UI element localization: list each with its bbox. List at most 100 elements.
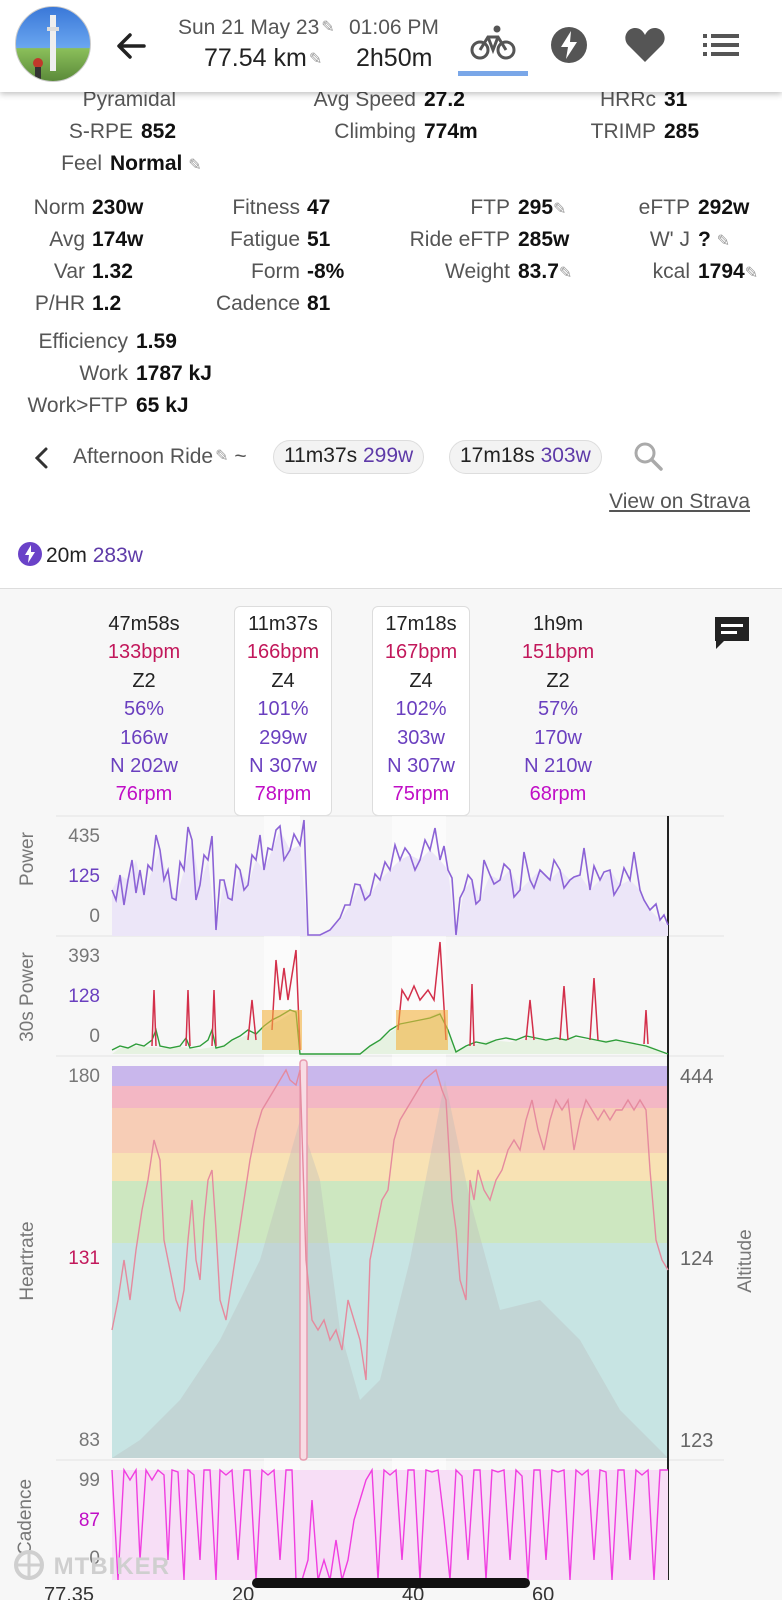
fitness-label: Fitness (232, 196, 300, 219)
edit-pencil-icon[interactable]: ✎ (744, 265, 759, 282)
segment-highlight-box (234, 606, 332, 816)
kcal-label: kcal (652, 260, 690, 283)
segment-np: N 210w (524, 755, 592, 778)
best-effort[interactable]: 20m 283w (18, 542, 143, 568)
norm-value: 230w (92, 196, 144, 219)
efficiency-value: 1.59 (136, 330, 177, 353)
eftp-value: 292w (698, 196, 750, 219)
segment-rpm: 78rpm (254, 783, 312, 806)
power30-zone-fill (262, 1010, 448, 1050)
top-bar: Sun 21 May 23 ✎ 01:06 PM 77.54 km ✎ 2h50m (0, 0, 782, 92)
segment-hr: 167bpm (384, 641, 458, 664)
power-min-tick: 0 (89, 906, 100, 927)
trimp-value: 285 (664, 120, 700, 143)
tab-list[interactable] (686, 14, 756, 76)
segment-duration: 11m37s (248, 613, 318, 635)
wj-value[interactable]: ? ✎ (698, 228, 731, 251)
cadence-label: Cadence (215, 292, 300, 315)
segment-hr: 166bpm (246, 641, 320, 664)
segment-column[interactable]: 11m37s 166bpm Z4 101% 299w N 307w 78rpm (233, 610, 333, 809)
segment-highlight-box (372, 606, 470, 816)
edit-pencil-icon[interactable]: ✎ (188, 157, 202, 174)
altitude-max-tick: 444 (680, 1066, 714, 1088)
search-icon[interactable] (632, 440, 664, 472)
avg-speed-label: Avg Speed (313, 88, 416, 111)
tab-ride[interactable] (458, 14, 528, 76)
hrrc-value: 31 (664, 88, 688, 111)
kcal-value[interactable]: 1794✎ (698, 260, 759, 283)
view-on-strava-link[interactable]: View on Strava (609, 490, 750, 513)
segment-pct: 101% (257, 698, 309, 721)
segment-np: N 202w (110, 755, 178, 778)
bicycle-icon (470, 25, 516, 59)
climbing-label: Climbing (334, 120, 416, 143)
power-mid-tick: 125 (68, 866, 100, 887)
ftp-value[interactable]: 295✎ (518, 196, 567, 219)
weight-value[interactable]: 83.7✎ (518, 260, 573, 283)
home-indicator[interactable] (252, 1578, 530, 1588)
segment-watts: 166w (120, 726, 168, 749)
segment-zone: Z4 (409, 669, 433, 692)
form-label: Form (251, 260, 300, 283)
edit-pencil-icon[interactable]: ✎ (308, 51, 323, 68)
chevron-left-icon[interactable] (28, 444, 56, 472)
altitude-area (112, 1080, 668, 1458)
segment-rpm: 68rpm (529, 783, 587, 806)
segment-column[interactable]: 47m58s 133bpm Z2 56% 166w N 202w 76rpm (94, 610, 194, 809)
hr-mid-tick: 131 (68, 1248, 100, 1269)
cadence-mid-tick: 87 (78, 1510, 100, 1531)
feel-value[interactable]: Normal ✎ (110, 152, 202, 175)
ride-date[interactable]: Sun 21 May 23 ✎ (178, 16, 335, 39)
segment-np: N 307w (387, 755, 455, 778)
hr-zone-bands (112, 1066, 668, 1458)
tab-power[interactable] (534, 14, 604, 76)
segment-duration: 47m58s (108, 613, 180, 635)
workout-type: Pyramidal (82, 88, 176, 111)
avatar[interactable] (15, 6, 91, 82)
segment-watts: 303w (397, 726, 445, 749)
power30-mid-tick: 128 (68, 986, 100, 1007)
work-label: Work (79, 362, 128, 385)
position-marker[interactable] (299, 1059, 308, 1461)
power-max-tick: 435 (68, 826, 100, 847)
ftp-label: FTP (470, 196, 510, 219)
segment-zone: Z2 (132, 669, 156, 692)
segment-watts: 170w (534, 726, 582, 749)
activity-name[interactable]: Afternoon Ride ✎ ~ (73, 445, 247, 468)
ride-distance[interactable]: 77.54 km ✎ (204, 44, 323, 72)
back-arrow-icon[interactable] (112, 26, 152, 66)
interval-pill-2[interactable]: 17m18s 303w (449, 440, 602, 474)
segment-pct: 57% (537, 698, 579, 721)
edit-pencil-icon[interactable]: ✎ (558, 265, 573, 282)
segment-np: N 307w (249, 755, 317, 778)
trimp-label: TRIMP (590, 120, 656, 143)
avg-value: 174w (92, 228, 144, 251)
climbing-value: 774m (424, 120, 478, 143)
bolt-icon (551, 27, 587, 63)
work-ftp-label: Work>FTP (27, 394, 128, 417)
phr-label: P/HR (34, 292, 85, 315)
segment-duration: 17m18s (385, 613, 457, 635)
x-axis-tick: 20 (232, 1584, 255, 1600)
phr-value: 1.2 (92, 292, 122, 315)
edit-pencil-icon[interactable]: ✎ (215, 448, 229, 465)
segment-duration: 1h9m (532, 613, 584, 635)
edit-pencil-icon[interactable]: ✎ (716, 233, 731, 250)
power30-peaks (151, 941, 649, 1051)
segment-column[interactable]: 17m18s 167bpm Z4 102% 303w N 307w 75rpm (371, 610, 471, 809)
efficiency-label: Efficiency (38, 330, 129, 353)
segment-rpm: 76rpm (115, 783, 173, 806)
weight-label: Weight (445, 260, 510, 283)
edit-pencil-icon[interactable]: ✎ (321, 19, 335, 36)
avg-label: Avg (49, 228, 85, 251)
interval-pill-1[interactable]: 11m37s 299w (273, 440, 425, 474)
x-axis-tick: 60 (532, 1584, 555, 1600)
segment-zone: Z2 (546, 669, 570, 692)
ride-eftp-label: Ride eFTP (409, 228, 510, 251)
comment-icon[interactable] (712, 614, 752, 652)
edit-pencil-icon[interactable]: ✎ (553, 201, 567, 218)
x-axis-tick: 40 (402, 1584, 425, 1600)
segment-column[interactable]: 1h9m 151bpm Z2 57% 170w N 210w 68rpm (508, 610, 608, 809)
tab-heart[interactable] (610, 14, 680, 76)
